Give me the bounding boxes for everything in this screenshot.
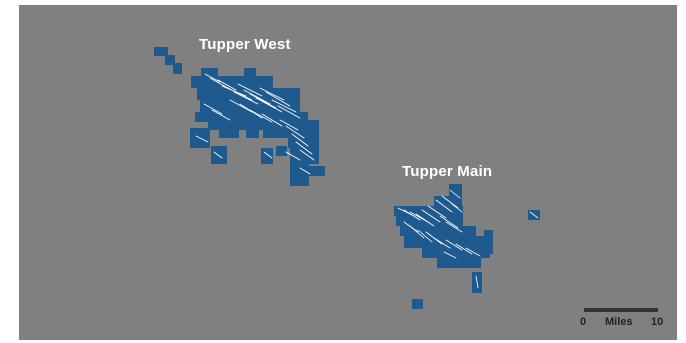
lease-block (154, 47, 168, 56)
well-line (233, 91, 259, 105)
lease-block (195, 112, 308, 122)
well-line (427, 205, 447, 219)
lease-block (263, 128, 319, 138)
well-line (417, 229, 433, 243)
well-line (249, 109, 273, 123)
lease-block (404, 236, 484, 248)
lease-block (246, 128, 259, 138)
well-line (261, 113, 283, 127)
well-line (445, 221, 463, 233)
scale-bar (584, 308, 658, 312)
map-background (19, 5, 677, 340)
lease-block (484, 230, 493, 254)
scale-end-label: 10 (651, 316, 664, 328)
lease-block (219, 128, 239, 138)
well-line (255, 97, 283, 113)
lease-block (449, 184, 462, 196)
lease-block (208, 120, 319, 130)
well-line (441, 195, 459, 209)
lease-block (400, 226, 476, 236)
lease-block (200, 100, 300, 112)
lease-block (309, 166, 325, 176)
well-line (475, 275, 479, 289)
well-line (435, 199, 453, 213)
lease-block (394, 206, 463, 216)
lease-block (437, 258, 481, 268)
well-line (213, 151, 223, 159)
well-line (279, 119, 299, 131)
lease-block (236, 76, 273, 88)
tupper-main-well-lines (397, 189, 539, 289)
well-line (403, 209, 421, 221)
well-line (285, 151, 301, 161)
scale-start-label: 0 (580, 316, 587, 328)
lease-block (191, 76, 213, 88)
well-line (265, 91, 291, 107)
lease-block (290, 148, 319, 164)
well-line (285, 125, 305, 139)
well-line (249, 93, 277, 109)
well-line (433, 237, 451, 249)
well-line (211, 109, 231, 121)
well-line (291, 133, 309, 147)
well-line (195, 135, 209, 143)
well-line (227, 87, 253, 101)
well-line (237, 83, 263, 97)
well-line (465, 247, 481, 257)
well-line (204, 73, 221, 83)
lease-block (290, 164, 309, 186)
well-line (271, 99, 297, 113)
well-line (449, 189, 461, 199)
well-line (439, 215, 459, 229)
well-line (209, 77, 229, 89)
tupper-main-label: Tupper Main (402, 163, 493, 180)
lease-block (211, 146, 227, 164)
well-line (243, 89, 271, 105)
lease-block (213, 76, 236, 88)
tupper-west-label: Tupper West (199, 36, 291, 53)
lease-block (244, 68, 256, 78)
well-line (263, 151, 273, 159)
well-line (217, 79, 237, 91)
well-line (203, 103, 223, 115)
well-line (295, 141, 313, 155)
lease-block (422, 248, 490, 258)
well-line (421, 209, 441, 223)
tupper-west-well-lines (195, 73, 315, 175)
well-line (445, 239, 463, 251)
well-line (455, 243, 473, 255)
well-line (229, 99, 253, 113)
well-line (451, 203, 463, 213)
lease-block (396, 216, 463, 226)
lease-block (276, 146, 287, 156)
well-line (529, 211, 539, 219)
well-line (443, 251, 457, 259)
well-line (299, 167, 311, 175)
lease-block (261, 148, 273, 164)
lease-block (201, 68, 218, 78)
well-line (409, 225, 425, 239)
well-line (415, 213, 435, 227)
lease-block (412, 299, 423, 309)
well-line (277, 105, 301, 119)
well-line (259, 87, 285, 101)
lease-block (173, 63, 182, 74)
lease-block (165, 55, 175, 65)
well-line (299, 149, 315, 161)
scale-unit-label: Miles (605, 316, 633, 328)
